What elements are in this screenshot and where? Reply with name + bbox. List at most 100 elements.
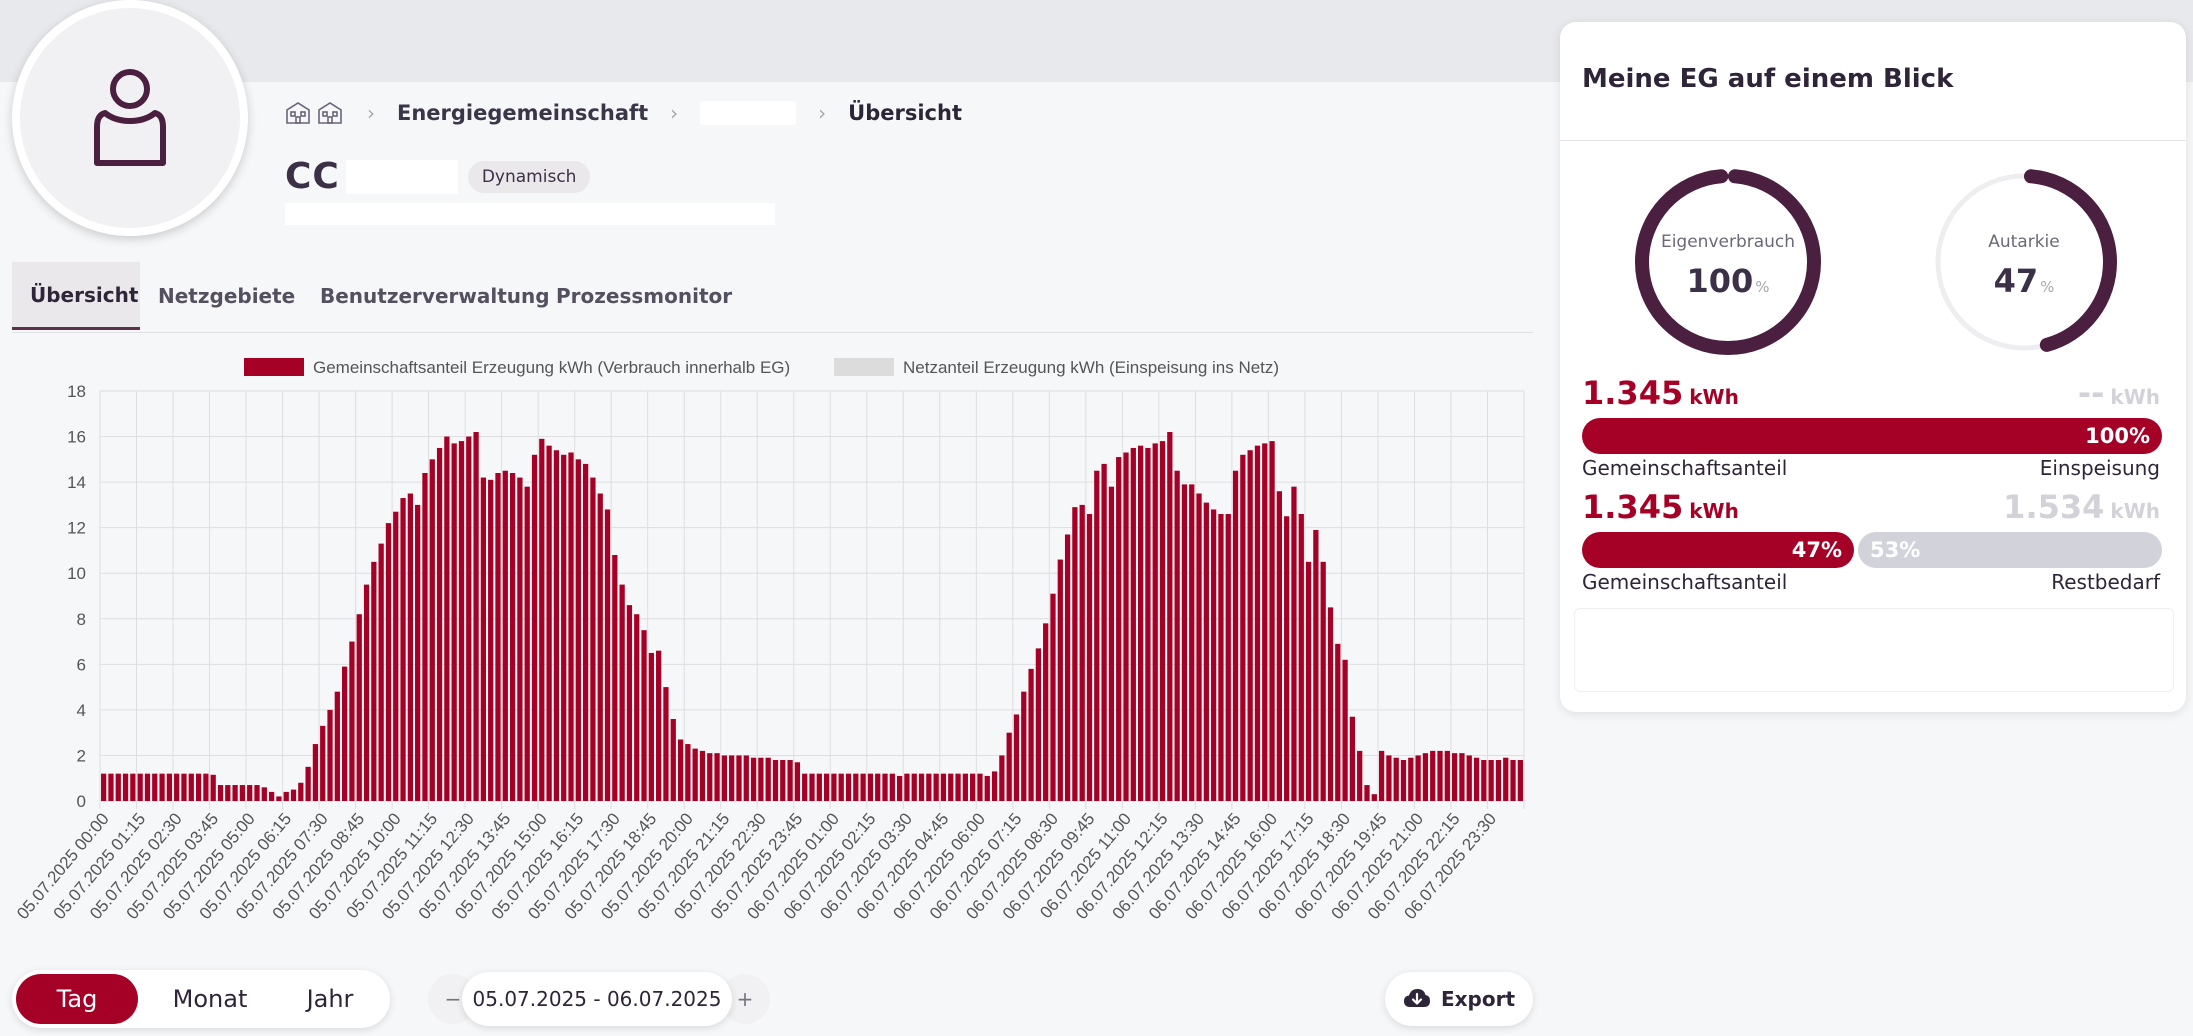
bar[interactable] xyxy=(480,477,487,801)
bar[interactable] xyxy=(845,773,852,801)
bar[interactable] xyxy=(1473,757,1480,801)
bar[interactable] xyxy=(342,666,348,801)
bar[interactable] xyxy=(1422,753,1429,801)
bar[interactable] xyxy=(444,436,450,801)
bar[interactable] xyxy=(1517,760,1523,801)
bar[interactable] xyxy=(729,755,735,801)
bar[interactable] xyxy=(1495,760,1502,801)
bar[interactable] xyxy=(1064,534,1071,802)
bar[interactable] xyxy=(210,774,216,801)
bar[interactable] xyxy=(531,454,538,801)
bar[interactable] xyxy=(999,755,1005,801)
bar[interactable] xyxy=(685,744,691,801)
bar[interactable] xyxy=(188,773,194,801)
bar[interactable] xyxy=(1218,514,1224,801)
bar[interactable] xyxy=(1013,714,1020,801)
bar[interactable] xyxy=(1488,760,1494,801)
bar[interactable] xyxy=(948,773,954,801)
bar[interactable] xyxy=(663,687,669,801)
bar[interactable] xyxy=(1247,450,1253,801)
bar[interactable] xyxy=(670,719,676,801)
range-jahr-button[interactable]: Jahr xyxy=(306,985,354,1013)
bar[interactable] xyxy=(1313,529,1319,801)
bar[interactable] xyxy=(495,473,501,801)
bar[interactable] xyxy=(561,454,567,801)
bar[interactable] xyxy=(568,452,574,802)
bar[interactable] xyxy=(539,438,545,801)
bar[interactable] xyxy=(1232,470,1239,801)
bar[interactable] xyxy=(334,691,340,801)
bar[interactable] xyxy=(1327,607,1334,801)
bar[interactable] xyxy=(787,760,793,801)
bar[interactable] xyxy=(466,436,472,801)
bar[interactable] xyxy=(802,773,808,801)
bar[interactable] xyxy=(1145,447,1151,801)
bar[interactable] xyxy=(1021,691,1027,801)
bar[interactable] xyxy=(860,773,866,801)
tab-uebersicht[interactable]: Übersicht xyxy=(12,262,140,330)
bar[interactable] xyxy=(1451,753,1458,801)
bar[interactable] xyxy=(247,785,253,801)
bar[interactable] xyxy=(619,584,625,801)
bar[interactable] xyxy=(1094,470,1100,801)
bar[interactable] xyxy=(115,773,121,801)
bar[interactable] xyxy=(977,773,983,801)
date-range-field[interactable]: 05.07.2025 - 06.07.2025 xyxy=(462,972,732,1026)
bar[interactable] xyxy=(962,773,968,801)
bar[interactable] xyxy=(1225,514,1231,801)
bar[interactable] xyxy=(1254,445,1261,801)
bar[interactable] xyxy=(1269,441,1275,801)
bar[interactable] xyxy=(1364,785,1370,801)
bar[interactable] xyxy=(349,641,355,801)
bar[interactable] xyxy=(1079,504,1085,801)
bar[interactable] xyxy=(1459,753,1465,801)
bar[interactable] xyxy=(436,447,443,801)
bar[interactable] xyxy=(970,773,976,801)
bar[interactable] xyxy=(1400,760,1407,801)
bar[interactable] xyxy=(137,773,143,801)
bar[interactable] xyxy=(1386,755,1392,801)
bar[interactable] xyxy=(612,555,618,801)
bar[interactable] xyxy=(1006,732,1012,801)
bar[interactable] xyxy=(882,773,888,801)
bar[interactable] xyxy=(1196,493,1202,802)
bar[interactable] xyxy=(1108,486,1115,801)
bar[interactable] xyxy=(648,652,654,801)
bar[interactable] xyxy=(101,773,107,801)
range-tag-button[interactable]: Tag xyxy=(16,974,138,1024)
bar[interactable] xyxy=(692,748,698,801)
bar[interactable] xyxy=(254,785,260,801)
bar[interactable] xyxy=(1342,659,1348,801)
bar[interactable] xyxy=(1262,443,1268,801)
bar[interactable] xyxy=(641,630,647,801)
bar[interactable] xyxy=(758,757,764,801)
bar[interactable] xyxy=(794,762,801,801)
bar[interactable] xyxy=(1137,445,1144,801)
bar[interactable] xyxy=(604,509,611,801)
bar[interactable] xyxy=(853,773,859,801)
bar[interactable] xyxy=(933,773,939,801)
bar[interactable] xyxy=(524,486,530,801)
bar[interactable] xyxy=(451,443,457,801)
bar[interactable] xyxy=(488,479,494,801)
bar[interactable] xyxy=(517,477,523,801)
bar[interactable] xyxy=(415,504,421,801)
bar[interactable] xyxy=(823,773,830,801)
bar[interactable] xyxy=(1086,514,1093,801)
bar[interactable] xyxy=(1035,648,1042,801)
bar[interactable] xyxy=(1072,507,1078,801)
breadcrumb-redacted[interactable] xyxy=(700,101,797,125)
bar[interactable] xyxy=(590,477,596,801)
bar[interactable] xyxy=(955,773,961,801)
bar[interactable] xyxy=(1050,593,1056,801)
bar[interactable] xyxy=(1276,491,1282,801)
bar[interactable] xyxy=(553,450,560,801)
bar[interactable] xyxy=(502,470,508,801)
bar[interactable] xyxy=(1305,561,1312,801)
bar[interactable] xyxy=(509,473,516,801)
bar[interactable] xyxy=(1298,514,1304,801)
bar[interactable] xyxy=(1408,757,1414,801)
bar[interactable] xyxy=(312,744,319,801)
bar[interactable] xyxy=(1393,757,1399,801)
bar[interactable] xyxy=(904,773,910,801)
